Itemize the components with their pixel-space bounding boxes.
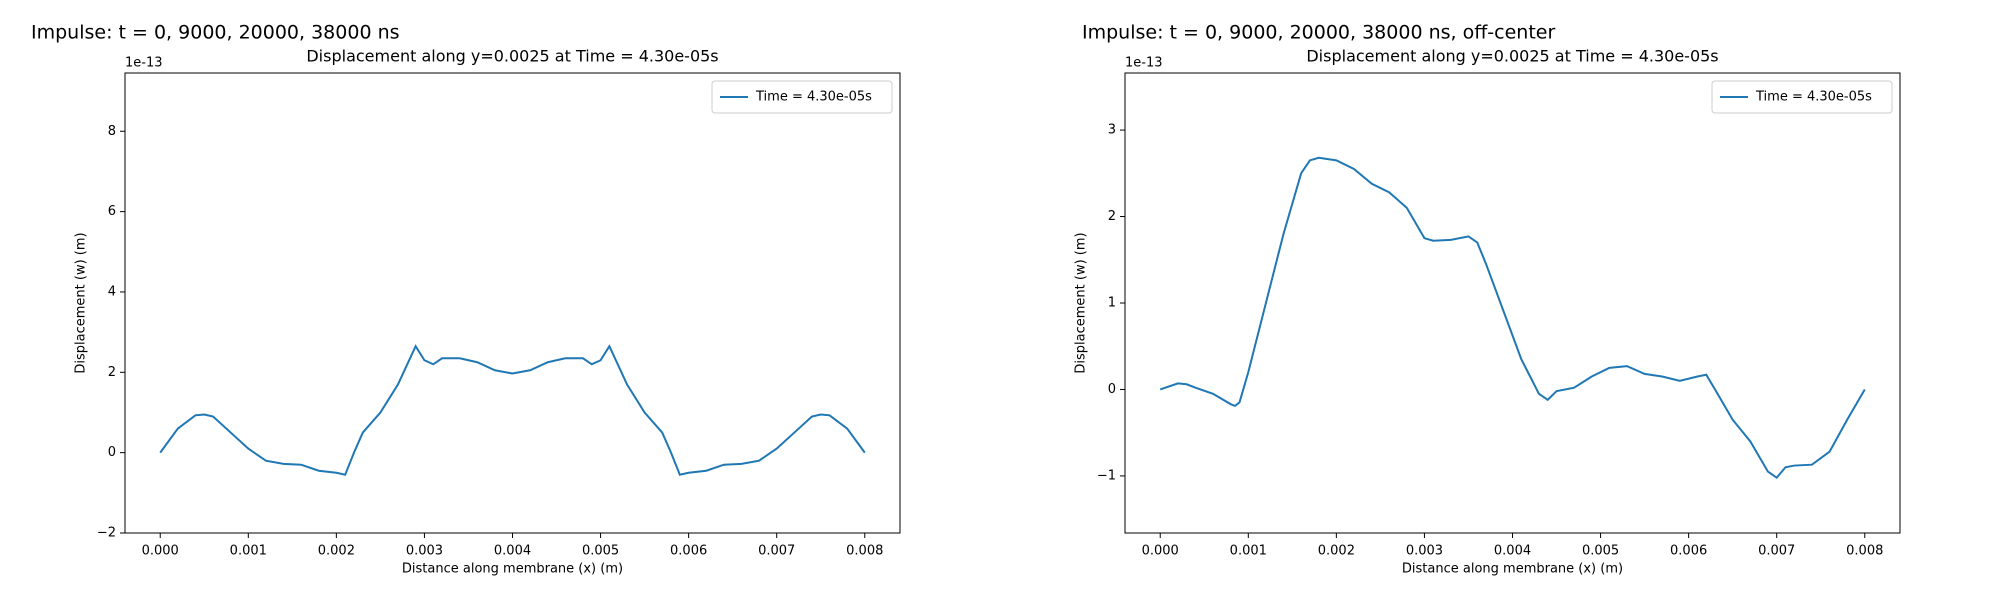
y-tick-label: 0 bbox=[108, 445, 116, 460]
y-tick-label: 8 bbox=[108, 124, 116, 139]
x-tick-label: 0.003 bbox=[406, 544, 443, 559]
x-tick-label: 0.008 bbox=[1846, 544, 1883, 559]
x-tick-label: 0.002 bbox=[1318, 544, 1355, 559]
chart-title: Displacement along y=0.0025 at Time = 4.… bbox=[306, 47, 718, 66]
x-tick-label: 0.000 bbox=[142, 544, 179, 559]
chart: Impulse: t = 0, 9000, 20000, 38000 ns Dis… bbox=[31, 22, 901, 577]
y-tick-label: 6 bbox=[108, 204, 116, 219]
legend-box bbox=[1711, 80, 1893, 114]
axes-frame bbox=[1124, 72, 1901, 534]
axes-frame bbox=[124, 72, 901, 534]
legend-box bbox=[711, 80, 893, 114]
y-tick-label: 0 bbox=[1108, 382, 1116, 397]
x-tick-label: 0.000 bbox=[1142, 544, 1179, 559]
x-axis-label: Distance along membrane (x) (m) bbox=[1402, 562, 1623, 577]
line bbox=[159, 344, 866, 476]
legend-label: Time = 4.30e-05s bbox=[1755, 90, 1872, 105]
heading: Impulse: t = 0, 9000, 20000, 38000 ns, o… bbox=[1082, 22, 1555, 44]
chart: Impulse: t = 0, 9000, 20000, 38000 ns, o… bbox=[1074, 22, 1901, 577]
y-tick-label: 1 bbox=[1108, 296, 1116, 311]
offset-label: 1e-13 bbox=[125, 56, 163, 71]
x-tick-label: 0.007 bbox=[758, 544, 795, 559]
x-tick-label: 0.008 bbox=[846, 544, 883, 559]
y-tick-label: −2 bbox=[97, 526, 116, 541]
y-axis-label: Displacement (w) (m) bbox=[1074, 232, 1089, 373]
y-axis-label: Displacement (w) (m) bbox=[74, 232, 89, 373]
x-tick-label: 0.007 bbox=[1758, 544, 1795, 559]
x-tick-label: 0.003 bbox=[1406, 544, 1443, 559]
x-tick-label: 0.005 bbox=[582, 544, 619, 559]
heading: Impulse: t = 0, 9000, 20000, 38000 ns bbox=[31, 22, 400, 44]
legend-label: Time = 4.30e-05s bbox=[755, 90, 872, 105]
x-tick-label: 0.002 bbox=[318, 544, 355, 559]
line bbox=[1159, 156, 1866, 479]
y-tick-label: 2 bbox=[1108, 209, 1116, 224]
x-tick-label: 0.006 bbox=[1670, 544, 1707, 559]
x-tick-label: 0.001 bbox=[230, 544, 267, 559]
y-tick-label: 3 bbox=[1108, 123, 1116, 138]
chart-title: Displacement along y=0.0025 at Time = 4.… bbox=[1306, 47, 1718, 66]
x-axis-label: Distance along membrane (x) (m) bbox=[402, 562, 623, 577]
x-tick-label: 0.005 bbox=[1582, 544, 1619, 559]
y-tick-label: −1 bbox=[1097, 468, 1116, 483]
y-tick-label: 2 bbox=[108, 365, 116, 380]
y-tick-label: 4 bbox=[108, 284, 116, 299]
x-tick-label: 0.004 bbox=[1494, 544, 1531, 559]
offset-label: 1e-13 bbox=[1125, 56, 1163, 71]
x-tick-label: 0.001 bbox=[1230, 544, 1267, 559]
x-tick-label: 0.004 bbox=[494, 544, 531, 559]
x-tick-label: 0.006 bbox=[670, 544, 707, 559]
